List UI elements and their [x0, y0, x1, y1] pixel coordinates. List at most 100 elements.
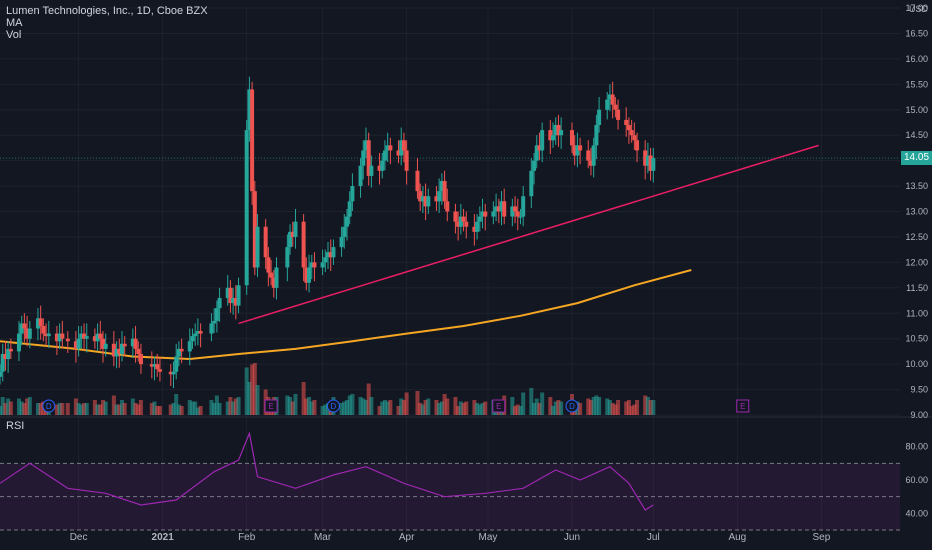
volume-bar — [453, 397, 458, 415]
candle — [98, 320, 103, 351]
candle-body — [643, 150, 648, 166]
candle-body — [228, 287, 233, 304]
candle — [358, 158, 363, 198]
dividend-icon — [565, 399, 579, 413]
rsi-line — [0, 431, 654, 511]
candle-body — [551, 135, 556, 141]
candle — [82, 323, 87, 351]
candle — [274, 257, 279, 300]
candle-body — [157, 369, 162, 372]
volume-bar — [195, 407, 200, 415]
volume-bar — [288, 397, 293, 415]
candle-body — [304, 267, 309, 283]
candle-body — [597, 109, 602, 126]
candle-body — [122, 343, 127, 347]
price-axis[interactable]: 9.00 9.50 10.00 10.50 11.00 11.50 12.00 12.50 13… — [905, 3, 928, 518]
volume-bar — [179, 406, 184, 415]
candle-body — [537, 145, 542, 151]
candle-body — [442, 180, 447, 202]
candle-body — [35, 318, 40, 329]
volume-bar — [233, 398, 238, 415]
symbol-title[interactable]: Lumen Technologies, Inc., 1D, Cboe BZX — [6, 5, 208, 17]
candle — [73, 331, 78, 363]
candle-body — [358, 165, 363, 187]
time-tick-label: Mar — [314, 532, 332, 543]
candle — [556, 114, 561, 147]
candle-body — [483, 211, 488, 217]
price-tick-label: 14.50 — [905, 130, 928, 140]
volume-bar — [73, 398, 78, 415]
candle — [133, 325, 138, 363]
candle — [209, 313, 214, 342]
candle-body — [347, 201, 352, 217]
rsi-indicator-label[interactable]: RSI — [6, 420, 25, 432]
volume-bar — [228, 397, 233, 415]
volume-bar — [366, 383, 371, 415]
candle-body — [635, 140, 640, 151]
candle-body — [195, 331, 200, 334]
volume-bar — [122, 403, 127, 415]
volume-bar — [521, 392, 526, 415]
volume-bar — [380, 401, 385, 415]
volume-bar — [103, 401, 108, 415]
volume-bar — [247, 382, 252, 415]
candle-body — [312, 262, 317, 268]
price-tick-label: 15.00 — [905, 105, 928, 115]
candle — [35, 308, 40, 341]
event-label: D — [569, 402, 575, 411]
candle — [92, 328, 97, 349]
candle-body — [540, 130, 545, 151]
volume-bar — [193, 401, 198, 415]
candle — [320, 249, 325, 276]
candle — [155, 353, 160, 377]
candle — [575, 132, 580, 168]
candle — [149, 351, 154, 379]
candle-body — [513, 206, 518, 212]
candle — [174, 343, 179, 380]
candle-body — [629, 130, 634, 136]
volume-bar — [382, 400, 387, 415]
candle — [263, 219, 268, 269]
candle-body — [423, 196, 428, 207]
volume-bar — [347, 395, 352, 415]
candle — [510, 198, 515, 227]
volume-bar — [594, 395, 599, 415]
candle — [496, 198, 501, 224]
trendline — [238, 144, 819, 325]
candle-body — [73, 341, 78, 349]
candle-body — [439, 180, 444, 192]
vol-indicator-label[interactable]: Vol — [6, 29, 22, 41]
candle — [347, 191, 352, 225]
candle — [404, 140, 409, 185]
candle — [399, 127, 404, 166]
candle-body — [518, 216, 523, 218]
time-tick-label: Jun — [564, 532, 580, 543]
candle — [157, 356, 162, 382]
volume-bar — [114, 404, 119, 415]
candle — [117, 338, 122, 368]
candle — [453, 203, 458, 234]
volume-bar — [209, 400, 214, 415]
candle — [445, 188, 450, 222]
earnings-icon — [264, 399, 278, 413]
candle-body — [548, 130, 553, 141]
candle-body — [380, 160, 385, 171]
candle-body — [456, 221, 461, 227]
candle-body — [176, 348, 181, 357]
time-axis[interactable]: Dec 2021 Feb Mar Apr May Jun Jul Aug Sep — [70, 532, 831, 543]
candle-body — [231, 297, 236, 304]
dividend-marker: D — [326, 399, 340, 413]
candles — [0, 76, 656, 389]
candle-body — [252, 191, 257, 268]
candle-body — [388, 145, 393, 151]
volume-bar — [309, 401, 314, 415]
candle — [401, 132, 406, 163]
candle-body — [138, 353, 143, 365]
volume-bar — [480, 403, 485, 415]
ma-indicator-label[interactable]: MA — [6, 17, 23, 29]
volume-bar — [439, 401, 444, 415]
candle — [231, 287, 236, 315]
candle — [65, 331, 70, 353]
